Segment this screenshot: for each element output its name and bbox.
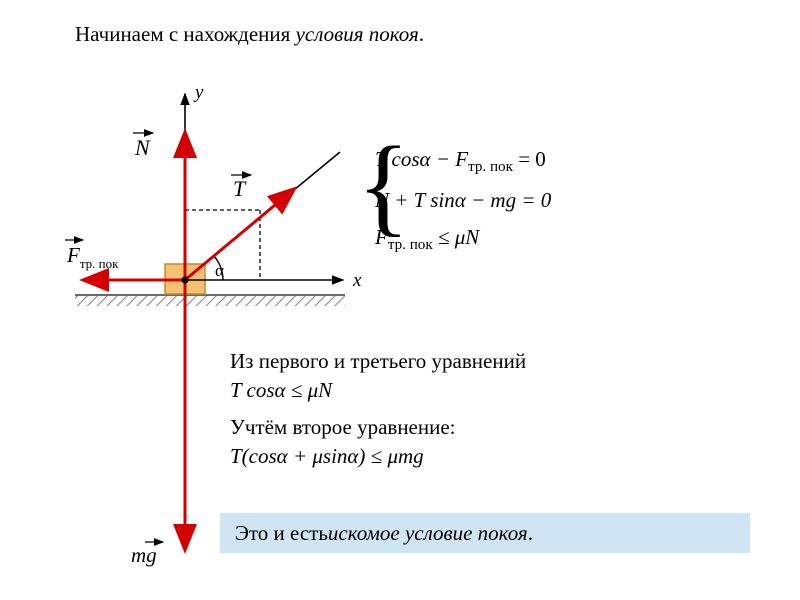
conclusion-suffix: . — [528, 521, 533, 546]
eq1-sub: тр. пок — [468, 159, 513, 175]
angle-label: α — [215, 261, 224, 280]
derivation-eq1: T cosα ≤ μN — [230, 378, 526, 403]
derivation-eq2: T(cosα + μsinα) ≤ μmg — [230, 444, 526, 469]
derivation-block: Из первого и третьего уравнений T cosα ≤… — [230, 345, 526, 473]
eq1-F: F — [455, 147, 468, 171]
vector-T — [185, 190, 293, 280]
origin-dot — [182, 277, 189, 284]
vector-F-label: Fтр. пок — [66, 243, 119, 271]
diagram-svg: x y α N mmgg Fтр. пок T — [65, 80, 385, 580]
derivation-line1: Из первого и третьего уравнений — [230, 349, 526, 374]
vector-N-label: N — [134, 135, 151, 160]
conclusion-italic: искомое условие покоя — [328, 521, 528, 546]
vector-mg-label: mmgg — [131, 543, 157, 567]
x-axis-label: x — [352, 270, 362, 291]
eq3-post: ≤ μN — [433, 225, 480, 249]
vector-T-label: T — [233, 176, 247, 201]
y-axis-label: y — [193, 82, 204, 103]
heading-prefix: Начинаем с нахождения — [75, 22, 296, 46]
force-diagram: x y α N mmgg Fтр. пок T — [65, 80, 385, 580]
conclusion-prefix: Это и есть — [235, 521, 328, 546]
heading: Начинаем с нахождения условия покоя. — [75, 22, 424, 47]
brace-icon: { — [357, 130, 410, 240]
heading-suffix: . — [419, 22, 424, 46]
eq1-post: = 0 — [513, 147, 546, 171]
derivation-line2: Учтём второе уравнение: — [230, 415, 526, 440]
conclusion-band: Это и есть искомое условие покоя . — [220, 513, 750, 553]
equation-system: { T cosα − Fтр. пок = 0 N + T sinα − mg … — [375, 135, 551, 266]
surface-hatch — [75, 296, 345, 306]
heading-italic: условия покоя — [296, 22, 419, 46]
